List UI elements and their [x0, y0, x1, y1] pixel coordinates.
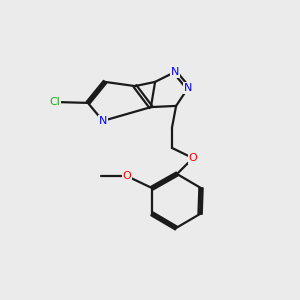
Text: N: N: [99, 116, 107, 126]
Text: O: O: [188, 153, 197, 163]
Text: N: N: [171, 67, 179, 77]
Text: O: O: [122, 171, 131, 181]
Text: Cl: Cl: [50, 97, 60, 107]
Text: N: N: [184, 83, 192, 93]
